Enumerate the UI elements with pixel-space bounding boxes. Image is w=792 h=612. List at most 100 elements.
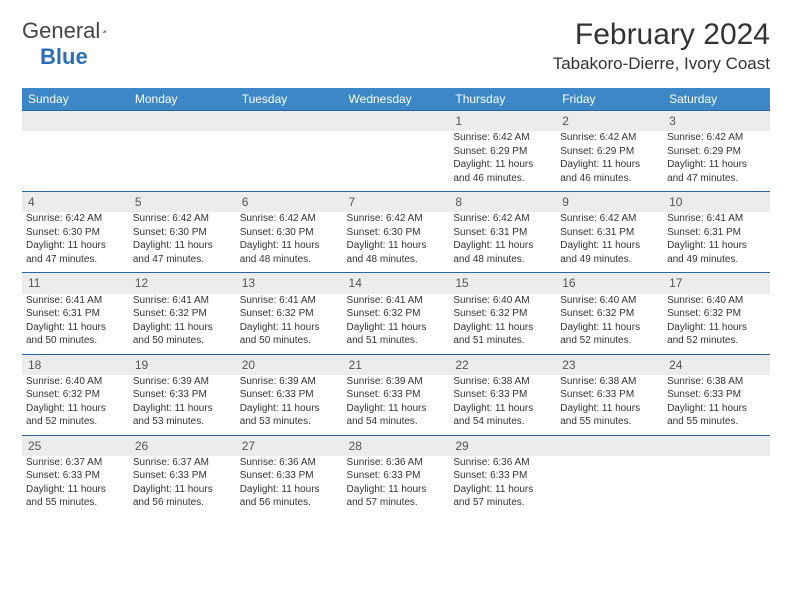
daylight-text-2: and 54 minutes.	[453, 415, 552, 429]
brand-text-1: General	[22, 18, 100, 44]
sunrise-text: Sunrise: 6:41 AM	[133, 294, 232, 308]
calendar-table: SundayMondayTuesdayWednesdayThursdayFrid…	[22, 88, 770, 516]
day-number: 23	[556, 354, 663, 375]
daylight-text-1: Daylight: 11 hours	[347, 239, 446, 253]
daylight-text-1: Daylight: 11 hours	[453, 158, 552, 172]
daylight-text-1: Daylight: 11 hours	[453, 239, 552, 253]
location-text: Tabakoro-Dierre, Ivory Coast	[553, 54, 770, 74]
sunset-text: Sunset: 6:32 PM	[26, 388, 125, 402]
day-number: 28	[343, 435, 450, 456]
day-content-row: Sunrise: 6:37 AMSunset: 6:33 PMDaylight:…	[22, 456, 770, 516]
daylight-text-2: and 47 minutes.	[133, 253, 232, 267]
daylight-text-1: Daylight: 11 hours	[347, 402, 446, 416]
day-cell: Sunrise: 6:40 AMSunset: 6:32 PMDaylight:…	[663, 294, 770, 355]
sunrise-text: Sunrise: 6:38 AM	[667, 375, 766, 389]
day-cell: Sunrise: 6:38 AMSunset: 6:33 PMDaylight:…	[556, 375, 663, 436]
day-cell: Sunrise: 6:37 AMSunset: 6:33 PMDaylight:…	[22, 456, 129, 516]
daylight-text-2: and 55 minutes.	[560, 415, 659, 429]
sunset-text: Sunset: 6:32 PM	[560, 307, 659, 321]
day-number: 1	[449, 111, 556, 132]
day-cell: Sunrise: 6:38 AMSunset: 6:33 PMDaylight:…	[663, 375, 770, 436]
day-cell: Sunrise: 6:39 AMSunset: 6:33 PMDaylight:…	[236, 375, 343, 436]
day-number: 27	[236, 435, 343, 456]
title-block: February 2024 Tabakoro-Dierre, Ivory Coa…	[553, 18, 770, 74]
day-header: Sunday	[22, 88, 129, 111]
daylight-text-1: Daylight: 11 hours	[347, 483, 446, 497]
day-cell	[663, 456, 770, 516]
day-number: 9	[556, 192, 663, 213]
day-cell: Sunrise: 6:42 AMSunset: 6:30 PMDaylight:…	[343, 212, 450, 273]
sunrise-text: Sunrise: 6:38 AM	[560, 375, 659, 389]
day-cell: Sunrise: 6:42 AMSunset: 6:30 PMDaylight:…	[129, 212, 236, 273]
day-cell: Sunrise: 6:41 AMSunset: 6:32 PMDaylight:…	[343, 294, 450, 355]
daylight-text-1: Daylight: 11 hours	[560, 239, 659, 253]
day-cell: Sunrise: 6:37 AMSunset: 6:33 PMDaylight:…	[129, 456, 236, 516]
sunset-text: Sunset: 6:29 PM	[667, 145, 766, 159]
day-number-row: 2526272829	[22, 435, 770, 456]
daylight-text-1: Daylight: 11 hours	[133, 321, 232, 335]
day-cell: Sunrise: 6:42 AMSunset: 6:29 PMDaylight:…	[449, 131, 556, 192]
brand-logo: General	[22, 18, 124, 44]
day-number: 24	[663, 354, 770, 375]
sunrise-text: Sunrise: 6:40 AM	[560, 294, 659, 308]
day-number: 22	[449, 354, 556, 375]
daylight-text-2: and 46 minutes.	[560, 172, 659, 186]
day-number: 14	[343, 273, 450, 294]
day-number: 5	[129, 192, 236, 213]
day-number: 20	[236, 354, 343, 375]
sunrise-text: Sunrise: 6:36 AM	[453, 456, 552, 470]
sunrise-text: Sunrise: 6:42 AM	[347, 212, 446, 226]
daylight-text-2: and 52 minutes.	[667, 334, 766, 348]
day-number: 2	[556, 111, 663, 132]
day-number: 3	[663, 111, 770, 132]
sunrise-text: Sunrise: 6:36 AM	[240, 456, 339, 470]
day-cell: Sunrise: 6:40 AMSunset: 6:32 PMDaylight:…	[22, 375, 129, 436]
daylight-text-1: Daylight: 11 hours	[667, 321, 766, 335]
day-header: Tuesday	[236, 88, 343, 111]
sunrise-text: Sunrise: 6:42 AM	[240, 212, 339, 226]
day-cell: Sunrise: 6:42 AMSunset: 6:29 PMDaylight:…	[556, 131, 663, 192]
daylight-text-2: and 51 minutes.	[347, 334, 446, 348]
daylight-text-2: and 54 minutes.	[347, 415, 446, 429]
day-number-row: 18192021222324	[22, 354, 770, 375]
sunset-text: Sunset: 6:33 PM	[453, 469, 552, 483]
sunset-text: Sunset: 6:30 PM	[133, 226, 232, 240]
sunset-text: Sunset: 6:32 PM	[453, 307, 552, 321]
daylight-text-2: and 50 minutes.	[240, 334, 339, 348]
day-cell: Sunrise: 6:42 AMSunset: 6:30 PMDaylight:…	[236, 212, 343, 273]
brand-text-2: Blue	[40, 44, 88, 70]
daylight-text-2: and 48 minutes.	[240, 253, 339, 267]
sunrise-text: Sunrise: 6:42 AM	[560, 212, 659, 226]
day-number: 8	[449, 192, 556, 213]
daylight-text-1: Daylight: 11 hours	[347, 321, 446, 335]
sunrise-text: Sunrise: 6:39 AM	[347, 375, 446, 389]
calendar-header-row: SundayMondayTuesdayWednesdayThursdayFrid…	[22, 88, 770, 111]
daylight-text-1: Daylight: 11 hours	[560, 402, 659, 416]
month-title: February 2024	[553, 18, 770, 52]
sunrise-text: Sunrise: 6:39 AM	[133, 375, 232, 389]
daylight-text-1: Daylight: 11 hours	[667, 239, 766, 253]
day-number: 18	[22, 354, 129, 375]
daylight-text-2: and 55 minutes.	[667, 415, 766, 429]
daylight-text-2: and 52 minutes.	[26, 415, 125, 429]
day-number: 4	[22, 192, 129, 213]
daylight-text-1: Daylight: 11 hours	[453, 402, 552, 416]
daylight-text-1: Daylight: 11 hours	[240, 321, 339, 335]
daylight-text-2: and 57 minutes.	[453, 496, 552, 510]
sunrise-text: Sunrise: 6:41 AM	[667, 212, 766, 226]
day-header: Monday	[129, 88, 236, 111]
sunset-text: Sunset: 6:32 PM	[667, 307, 766, 321]
daylight-text-2: and 47 minutes.	[26, 253, 125, 267]
daylight-text-1: Daylight: 11 hours	[560, 321, 659, 335]
sunrise-text: Sunrise: 6:42 AM	[560, 131, 659, 145]
day-cell	[343, 131, 450, 192]
sunset-text: Sunset: 6:30 PM	[347, 226, 446, 240]
day-cell	[129, 131, 236, 192]
sunset-text: Sunset: 6:32 PM	[240, 307, 339, 321]
day-cell: Sunrise: 6:41 AMSunset: 6:32 PMDaylight:…	[236, 294, 343, 355]
day-number	[663, 435, 770, 456]
day-number: 7	[343, 192, 450, 213]
day-header: Saturday	[663, 88, 770, 111]
header: General February 2024 Tabakoro-Dierre, I…	[22, 18, 770, 74]
day-content-row: Sunrise: 6:40 AMSunset: 6:32 PMDaylight:…	[22, 375, 770, 436]
